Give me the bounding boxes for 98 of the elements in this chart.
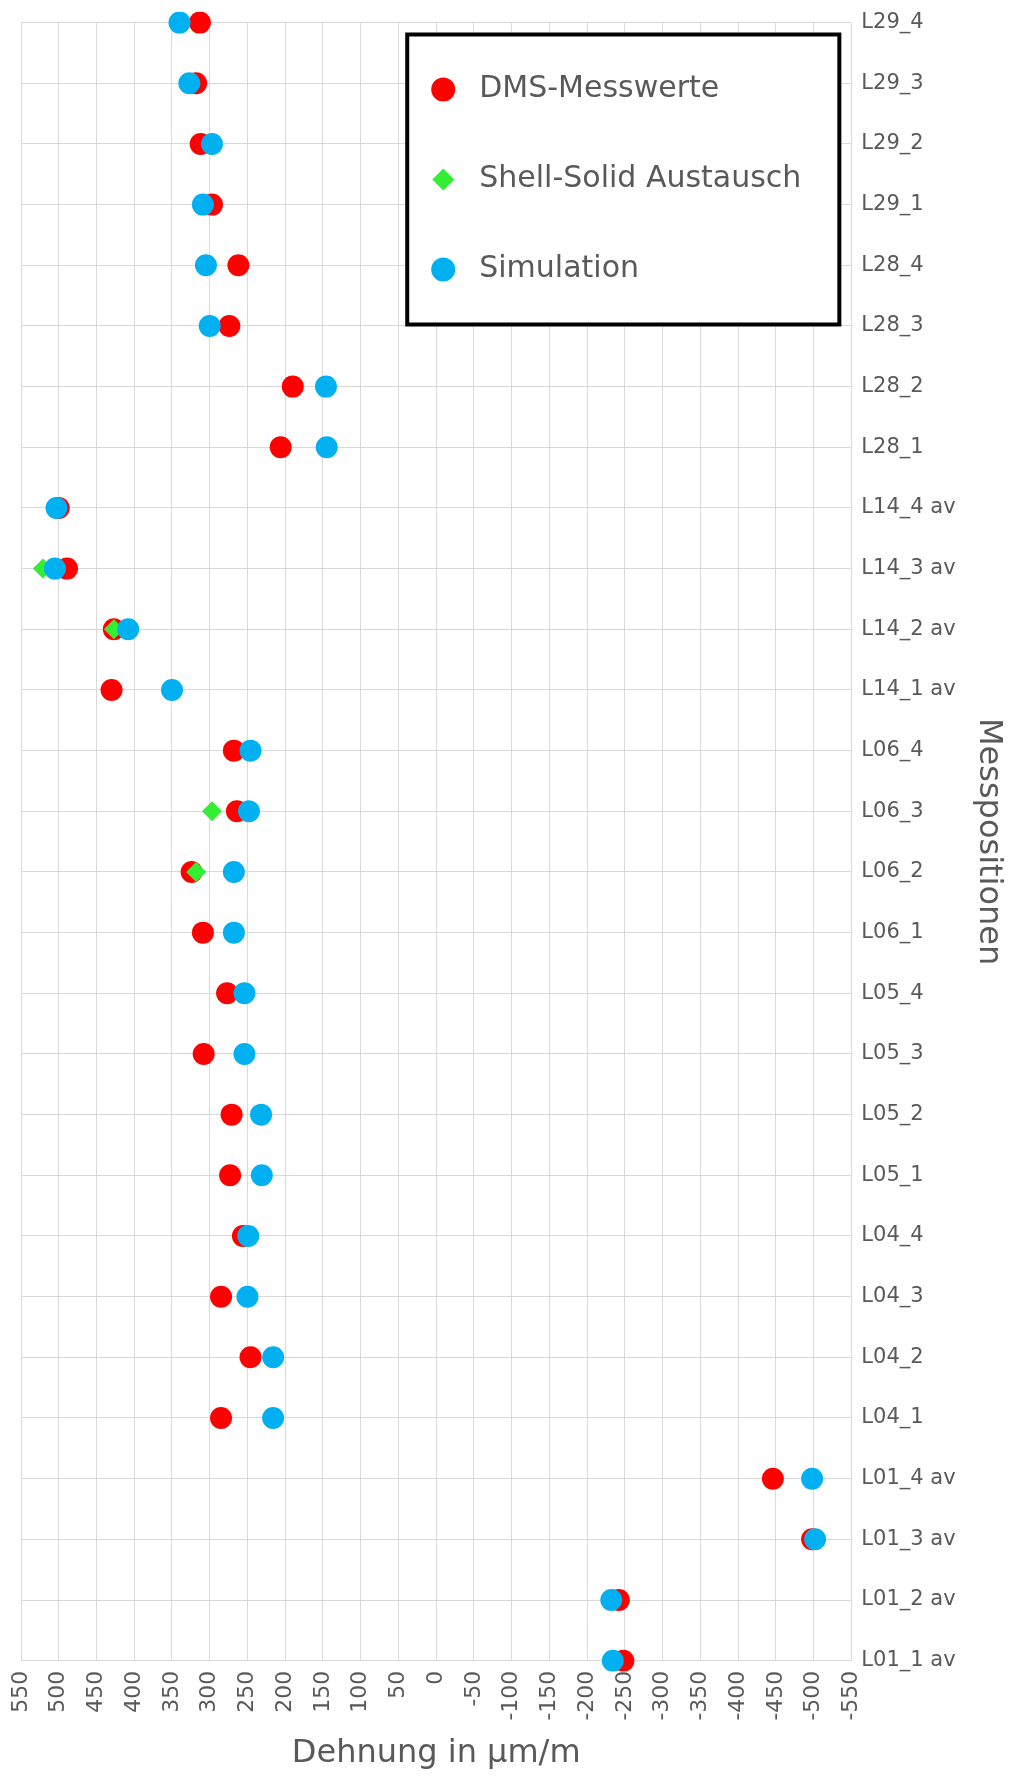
x-tick-label: -350 xyxy=(686,1670,712,1721)
x-tick-label: -550 xyxy=(837,1670,863,1721)
y-tick-label: L01_1 av xyxy=(861,1647,956,1673)
y-tick-label: L05_1 xyxy=(861,1161,924,1187)
legend-label: Shell-Solid Austausch xyxy=(479,159,802,195)
point xyxy=(227,254,250,277)
y-tick-label: L29_3 xyxy=(861,69,924,95)
point xyxy=(210,1406,233,1429)
y-tick-label: L29_4 xyxy=(861,9,924,35)
point xyxy=(281,375,304,398)
x-tick-label: -50 xyxy=(459,1670,485,1707)
y-tick-label: L05_4 xyxy=(861,979,924,1005)
y-tick-label: L04_3 xyxy=(861,1283,924,1309)
x-tick-label: -500 xyxy=(799,1670,825,1721)
x-axis-title: Dehnung in µm/m xyxy=(291,1732,581,1771)
point xyxy=(250,1103,273,1126)
point xyxy=(239,739,262,762)
y-tick-label: L05_2 xyxy=(861,1101,924,1127)
point xyxy=(168,11,191,34)
point xyxy=(222,860,245,883)
point xyxy=(191,193,214,216)
point xyxy=(191,921,214,944)
y-tick-label: L28_2 xyxy=(861,373,924,399)
x-tick-label: 50 xyxy=(384,1670,410,1699)
x-tick-label: -300 xyxy=(648,1670,674,1721)
point xyxy=(233,1042,256,1065)
y-tick-label: L28_1 xyxy=(861,433,924,459)
x-tick-label: 0 xyxy=(421,1670,447,1685)
point xyxy=(201,801,222,822)
point xyxy=(220,1103,243,1126)
point xyxy=(188,11,211,34)
y-tick-label: L14_4 av xyxy=(861,494,956,520)
point xyxy=(100,678,123,701)
point xyxy=(160,678,183,701)
point xyxy=(239,1346,262,1369)
point xyxy=(315,436,338,459)
point xyxy=(314,375,337,398)
point xyxy=(237,800,260,823)
legend-label: Simulation xyxy=(479,249,640,285)
point xyxy=(218,314,241,337)
x-tick-label: 300 xyxy=(195,1670,221,1713)
x-tick-label: -150 xyxy=(535,1670,561,1721)
point xyxy=(219,1164,242,1187)
x-tick-label: -450 xyxy=(761,1670,787,1721)
point xyxy=(198,314,221,337)
y-tick-label: L06_2 xyxy=(861,858,924,884)
point xyxy=(801,1467,824,1490)
y-tick-label: L06_3 xyxy=(861,797,924,823)
point xyxy=(761,1467,784,1490)
y-tick-label: L01_3 av xyxy=(861,1525,956,1551)
y-tick-label: L28_3 xyxy=(861,312,924,338)
legend-label: DMS-Messwerte xyxy=(479,69,720,105)
x-tick-label: 200 xyxy=(270,1670,296,1713)
y-tick-label: L01_2 av xyxy=(861,1586,956,1612)
point xyxy=(262,1406,285,1429)
x-tick-label: 450 xyxy=(82,1670,108,1713)
x-tick-label: 150 xyxy=(308,1670,334,1713)
x-tick-label: 100 xyxy=(346,1670,372,1713)
y-tick-label: L29_2 xyxy=(861,130,924,156)
y-tick-label: L04_2 xyxy=(861,1343,924,1369)
y-tick-label: L01_4 av xyxy=(861,1465,956,1491)
x-tick-label: -250 xyxy=(610,1670,636,1721)
y-tick-label: L06_1 xyxy=(861,919,924,945)
point xyxy=(601,1649,624,1672)
x-tick-label: 250 xyxy=(233,1670,259,1713)
x-tick-label: -200 xyxy=(572,1670,598,1721)
point xyxy=(262,1346,285,1369)
point xyxy=(192,1042,215,1065)
point xyxy=(200,132,223,155)
point xyxy=(269,436,292,459)
point xyxy=(43,557,66,580)
point xyxy=(194,254,217,277)
y-tick-label: L06_4 xyxy=(861,737,924,763)
x-tick-label: -100 xyxy=(497,1670,523,1721)
y-tick-label: L05_3 xyxy=(861,1040,924,1066)
point xyxy=(233,982,256,1005)
y-axis-title: Messpositionen xyxy=(972,717,1011,966)
x-tick-label: 550 xyxy=(6,1670,32,1713)
y-tick-label: L14_3 av xyxy=(861,555,956,581)
point xyxy=(222,921,245,944)
x-tick-label: 500 xyxy=(44,1670,70,1713)
y-tick-label: L04_1 xyxy=(861,1404,924,1430)
y-tick-label: L14_1 av xyxy=(861,676,956,702)
x-tick-label: 400 xyxy=(119,1670,145,1713)
y-tick-label: L04_4 xyxy=(861,1222,924,1248)
point xyxy=(236,1285,259,1308)
point xyxy=(210,1285,233,1308)
y-tick-label: L29_1 xyxy=(861,191,924,217)
x-tick-label: -400 xyxy=(723,1670,749,1721)
y-tick-label: L14_2 av xyxy=(861,615,956,641)
point xyxy=(178,72,201,95)
point xyxy=(600,1589,623,1611)
y-tick-label: L28_4 xyxy=(861,251,924,277)
point xyxy=(117,618,140,641)
x-tick-label: 350 xyxy=(157,1670,183,1713)
point xyxy=(250,1164,273,1187)
point xyxy=(237,1224,260,1247)
point xyxy=(186,861,207,882)
